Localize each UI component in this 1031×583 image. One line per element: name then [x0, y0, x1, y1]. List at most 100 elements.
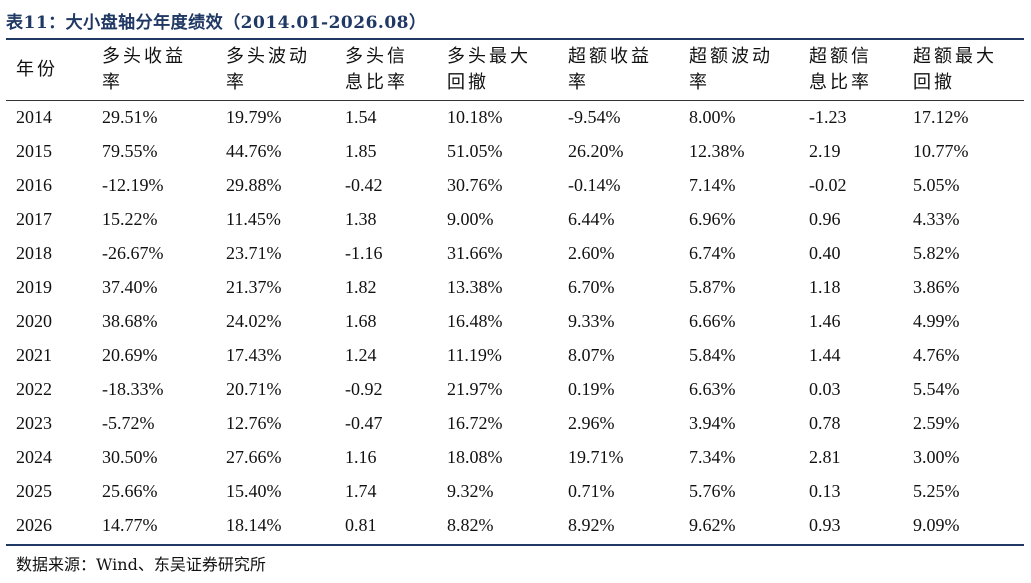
value-cell: 9.09%	[913, 514, 960, 535]
value-cell: -9.54%	[568, 106, 621, 127]
table-row: 2017 15.22% 11.45% 1.38 9.00% 6.44% 6.96% 0.96 4…	[6, 202, 1024, 236]
column-header: 年份	[6, 40, 92, 100]
table-row: 2023 -5.72% 12.76% -0.47 16.72% 2.96% 3.94% 0.7…	[6, 406, 1024, 440]
value-cell: 6.63%	[689, 378, 736, 399]
column-header-line: 率	[226, 72, 247, 93]
value-cell: 51.05%	[447, 140, 503, 161]
column-header: 超额收益率	[558, 40, 679, 100]
column-header-line: 率	[689, 72, 710, 93]
value-cell: 2.96%	[568, 412, 615, 433]
value-cell: 3.94%	[689, 412, 736, 433]
value-cell: 10.77%	[913, 140, 969, 161]
performance-table: 年份 多头收益率多头波动率多头信 息比率 多头最大 回撤 超额收益率超额波动率超额信 息比率…	[6, 40, 1024, 542]
year-cell: 2023	[16, 412, 52, 433]
value-cell: 16.72%	[447, 412, 503, 433]
value-cell: 20.69%	[102, 344, 158, 365]
value-cell: 10.18%	[447, 106, 503, 127]
year-cell: 2014	[16, 106, 52, 127]
value-cell: 14.77%	[102, 514, 158, 535]
column-header-line: 超额波动	[689, 46, 773, 67]
value-cell: -1.16	[345, 242, 383, 263]
value-cell: -26.67%	[102, 242, 164, 263]
value-cell: 7.34%	[689, 446, 736, 467]
value-cell: 17.43%	[226, 344, 282, 365]
value-cell: 2.59%	[913, 412, 960, 433]
value-cell: 19.79%	[226, 106, 282, 127]
table-row: 2021 20.69% 17.43% 1.24 11.19% 8.07% 5.84% 1.44…	[6, 338, 1024, 372]
table-row: 2014 29.51% 19.79% 1.54 10.18% -9.54% 8.00% -1.…	[6, 100, 1024, 134]
value-cell: 16.48%	[447, 310, 503, 331]
value-cell: 20.71%	[226, 378, 282, 399]
value-cell: 6.66%	[689, 310, 736, 331]
value-cell: 12.76%	[226, 412, 282, 433]
value-cell: 26.20%	[568, 140, 624, 161]
value-cell: 5.82%	[913, 242, 960, 263]
value-cell: 6.44%	[568, 208, 615, 229]
column-header-line: 多头波动	[226, 46, 310, 67]
value-cell: 5.54%	[913, 378, 960, 399]
value-cell: 8.82%	[447, 514, 494, 535]
value-cell: 11.45%	[226, 208, 281, 229]
column-header-line: 回撤	[913, 72, 955, 93]
value-cell: 30.76%	[447, 174, 503, 195]
value-cell: 1.54	[345, 106, 377, 127]
value-cell: 6.74%	[689, 242, 736, 263]
year-cell: 2015	[16, 140, 52, 161]
value-cell: 0.96	[809, 208, 841, 229]
value-cell: 4.33%	[913, 208, 960, 229]
value-cell: 1.16	[345, 446, 377, 467]
value-cell: 13.38%	[447, 276, 503, 297]
table-row: 2018 -26.67% 23.71% -1.16 31.66% 2.60% 6.74% 0.…	[6, 236, 1024, 270]
value-cell: 4.76%	[913, 344, 960, 365]
value-cell: 0.81	[345, 514, 377, 535]
value-cell: 0.19%	[568, 378, 615, 399]
table-row: 2015 79.55% 44.76% 1.85 51.05% 26.20% 12.38% 2.…	[6, 134, 1024, 168]
year-cell: 2016	[16, 174, 52, 195]
value-cell: -0.47	[345, 412, 383, 433]
source-note: 数据来源：Wind、东吴证券研究所	[16, 555, 266, 574]
value-cell: 4.99%	[913, 310, 960, 331]
column-header-line: 超额信	[809, 46, 872, 67]
value-cell: -0.14%	[568, 174, 621, 195]
value-cell: 38.68%	[102, 310, 158, 331]
value-cell: 29.88%	[226, 174, 282, 195]
value-cell: 2.60%	[568, 242, 615, 263]
column-header: 多头波动率	[216, 40, 335, 100]
column-header-line: 多头收益	[102, 46, 186, 67]
year-cell: 2020	[16, 310, 52, 331]
value-cell: 18.14%	[226, 514, 282, 535]
value-cell: 9.00%	[447, 208, 494, 229]
value-cell: -0.92	[345, 378, 383, 399]
value-cell: 3.00%	[913, 446, 960, 467]
value-cell: 0.13	[809, 480, 841, 501]
value-cell: 7.14%	[689, 174, 736, 195]
year-cell: 2025	[16, 480, 52, 501]
value-cell: 8.92%	[568, 514, 615, 535]
header-rule	[6, 100, 1024, 101]
table-row: 2022 -18.33% 20.71% -0.92 21.97% 0.19% 6.63% 0.…	[6, 372, 1024, 406]
column-header: 超额信 息比率	[799, 40, 903, 100]
value-cell: 6.96%	[689, 208, 736, 229]
value-cell: 24.02%	[226, 310, 282, 331]
value-cell: 5.25%	[913, 480, 960, 501]
value-cell: 8.07%	[568, 344, 615, 365]
value-cell: 15.40%	[226, 480, 282, 501]
table-row: 2024 30.50% 27.66% 1.16 18.08% 19.71% 7.34% 2.8…	[6, 440, 1024, 474]
value-cell: 12.38%	[689, 140, 745, 161]
value-cell: -12.19%	[102, 174, 164, 195]
value-cell: 29.51%	[102, 106, 158, 127]
column-header: 超额最大 回撤	[903, 40, 1024, 100]
value-cell: -5.72%	[102, 412, 155, 433]
value-cell: 1.68	[345, 310, 377, 331]
value-cell: 9.32%	[447, 480, 494, 501]
value-cell: 30.50%	[102, 446, 158, 467]
value-cell: 27.66%	[226, 446, 282, 467]
value-cell: 1.18	[809, 276, 841, 297]
table-row: 2026 14.77% 18.14% 0.81 8.82% 8.92% 9.62% 0.93 9…	[6, 508, 1024, 542]
year-cell: 2017	[16, 208, 52, 229]
value-cell: -0.02	[809, 174, 847, 195]
value-cell: 11.19%	[447, 344, 502, 365]
column-header-line: 回撤	[447, 72, 489, 93]
year-cell: 2022	[16, 378, 52, 399]
value-cell: 0.78	[809, 412, 841, 433]
